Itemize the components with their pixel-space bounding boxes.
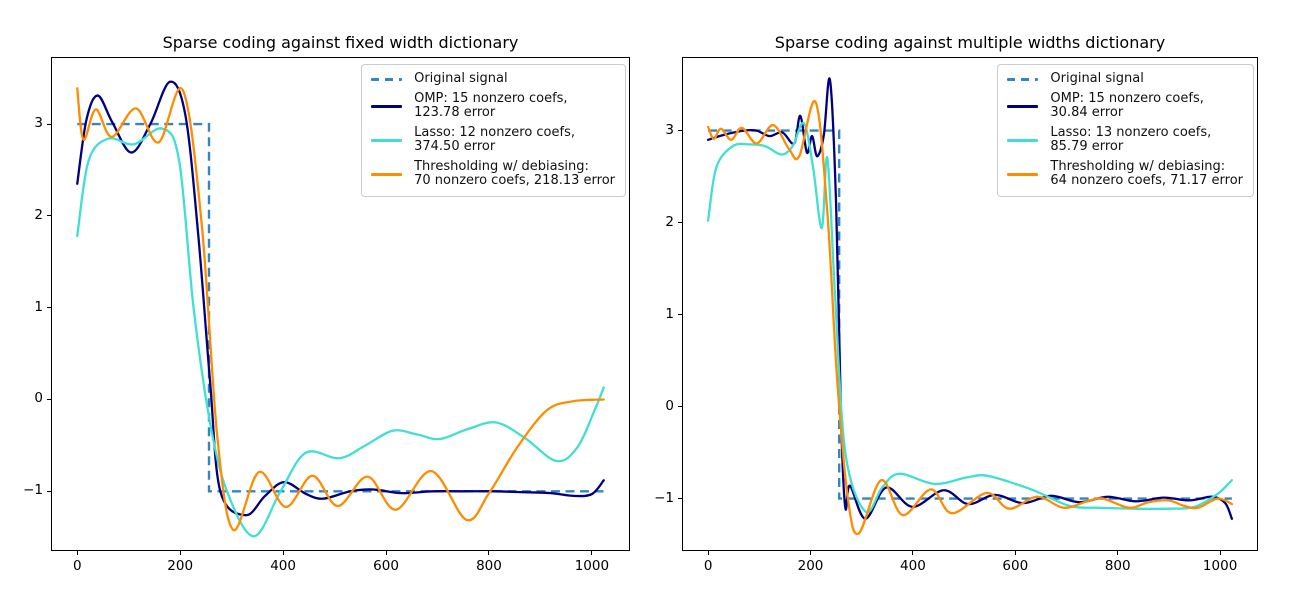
y-tick-label: 0 [34,390,43,407]
x-tick [179,551,181,555]
y-tick [47,307,51,309]
x-tick [707,551,709,555]
x-tick [591,551,593,555]
legend-line-sample [1007,77,1039,81]
legend-entry: Thresholding w/ debiasing: 64 nonzero coe… [1007,158,1243,189]
y-tick-label: −1 [654,489,674,506]
legend-line-sample [371,104,403,108]
subplot-right: 0 200 400 600 800 1000 −1 0 1 2 3 Original signal OM… [654,57,1258,574]
x-tick-label: 400 [270,558,296,574]
x-tick-label: 1000 [574,558,610,574]
x-tick-label: 200 [167,558,194,574]
axes-frame [51,57,630,551]
legend-entry: Original signal [371,71,615,87]
x-tick [1014,551,1016,555]
curve-original-signal [708,129,1232,500]
x-tick [282,551,284,555]
x-tick-label: 800 [1104,558,1131,574]
legend: Original signal OMP: 15 nonzero coefs, 30.… [997,64,1254,197]
legend-label: Original signal [1050,71,1144,86]
curve-omp [706,77,1234,520]
x-tick-label: 800 [476,558,502,574]
y-tick-label: 3 [34,115,43,132]
y-tick-label: 0 [665,397,674,414]
legend-entry: Thresholding w/ debiasing: 70 nonzero coe… [371,158,615,189]
curve-original-signal [77,122,604,493]
x-tick [488,551,490,555]
plot-area [51,57,630,551]
curve-lasso [706,121,1234,514]
legend-line-sample [371,138,403,142]
subplot-left: 0 200 400 600 800 1000 −1 0 1 2 3 Original signal OM… [23,57,630,574]
plot-area [682,57,1258,551]
y-tick [47,123,51,125]
legend-label: Thresholding w/ debiasing: 70 nonzero coe… [414,158,615,188]
curve-thresholding-w-debiasing [76,86,605,532]
legend-label: OMP: 15 nonzero coefs, 123.78 error [414,90,568,120]
legend: Original signal OMP: 15 nonzero coefs, 123… [361,64,626,197]
legend-label: Thresholding w/ debiasing: 64 nonzero coe… [1050,158,1243,188]
x-tick-label: 1000 [1202,558,1238,574]
legend-label: Lasso: 12 nonzero coefs, 374.50 error [414,124,575,154]
y-tick-label: 1 [665,305,674,322]
legend-label: Lasso: 13 nonzero coefs, 85.79 error [1050,124,1212,154]
y-tick-label: −1 [23,482,43,499]
y-tick-label: 2 [665,213,674,230]
x-tick-label: 600 [1002,558,1029,574]
legend-label: OMP: 15 nonzero coefs, 30.84 error [1050,90,1204,120]
y-tick [47,398,51,400]
y-tick [678,406,682,408]
y-tick [678,498,682,500]
plot-title-right: Sparse coding against multiple widths di… [774,33,1166,52]
legend-label: Original signal [414,71,508,86]
legend-entry: OMP: 15 nonzero coefs, 123.78 error [371,90,615,121]
x-tick [76,551,78,555]
legend-line-sample [371,77,403,81]
x-tick-label: 600 [373,558,399,574]
legend-line-sample [371,172,403,176]
plot-title-left: Sparse coding against fixed width dictio… [162,33,519,52]
legend-entry: OMP: 15 nonzero coefs, 30.84 error [1007,90,1243,121]
axes-frame [682,57,1258,551]
legend-line-sample [1007,138,1039,142]
x-tick [810,551,811,555]
legend-entry: Original signal [1007,71,1243,87]
y-tick [678,222,682,224]
legend-line-sample [1007,104,1039,108]
x-tick [1117,551,1119,555]
x-tick-label: 200 [797,558,824,574]
y-tick [47,215,51,217]
y-tick [678,130,682,132]
x-tick-label: 400 [900,558,926,574]
legend-line-sample [1007,172,1039,176]
y-tick-label: 3 [665,121,674,138]
y-tick-label: 1 [34,298,43,315]
x-tick-label: 0 [703,558,713,574]
x-tick [912,551,914,555]
x-tick [385,551,387,555]
y-tick [678,314,682,316]
x-tick-label: 0 [72,558,82,574]
y-tick-label: 2 [34,206,43,223]
x-tick [1219,551,1221,555]
curve-thresholding-w-debiasing [706,100,1234,536]
legend-entry: Lasso: 12 nonzero coefs, 374.50 error [371,124,615,155]
legend-entry: Lasso: 13 nonzero coefs, 85.79 error [1007,124,1243,155]
y-tick [47,490,51,492]
